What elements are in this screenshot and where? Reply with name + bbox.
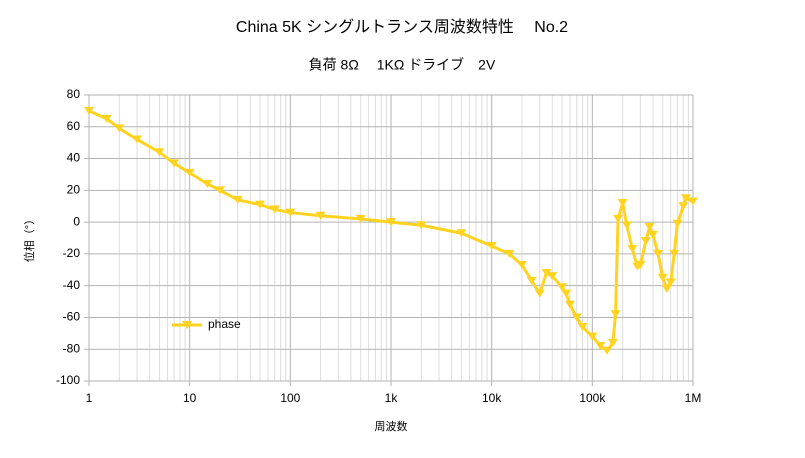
point-marker xyxy=(516,261,527,270)
point-marker xyxy=(672,219,683,228)
point-marker xyxy=(214,186,225,195)
x-tick-label: 100 xyxy=(280,391,300,405)
point-marker xyxy=(657,273,668,282)
point-marker xyxy=(504,249,515,258)
y-tick-label: 60 xyxy=(67,119,81,133)
point-marker xyxy=(557,283,568,292)
point-marker xyxy=(571,313,582,322)
point-marker xyxy=(526,276,537,285)
chart-subtitle: 負荷 8Ω 1KΩ ドライブ 2V xyxy=(309,57,496,73)
point-marker xyxy=(202,179,213,188)
legend-label: phase xyxy=(208,317,241,331)
point-marker xyxy=(602,346,613,355)
point-marker xyxy=(678,202,689,211)
x-tick-label: 1k xyxy=(385,391,399,405)
point-marker xyxy=(653,249,664,258)
point-marker xyxy=(114,124,125,133)
point-marker xyxy=(610,310,621,319)
x-tick-label: 10 xyxy=(183,391,197,405)
y-tick-label: -20 xyxy=(63,246,81,260)
point-marker xyxy=(640,237,651,246)
point-marker xyxy=(688,197,698,206)
y-tick-label: -80 xyxy=(63,341,81,355)
x-tick-label: 1 xyxy=(86,391,93,405)
point-marker xyxy=(534,289,545,298)
point-marker xyxy=(269,205,280,214)
y-tick-label: 20 xyxy=(67,183,81,197)
point-marker xyxy=(132,135,143,144)
point-marker xyxy=(184,168,195,177)
point-marker xyxy=(595,342,606,351)
point-marker xyxy=(456,229,467,238)
point-marker xyxy=(680,194,691,203)
x-tick-label: 10k xyxy=(482,391,502,405)
point-marker xyxy=(635,261,646,270)
point-marker xyxy=(232,195,243,204)
point-marker xyxy=(386,218,396,227)
y-tick-label: 0 xyxy=(73,214,80,228)
point-marker xyxy=(565,300,576,309)
point-marker xyxy=(561,289,572,298)
x-axis-label: 周波数 xyxy=(375,420,408,433)
point-marker xyxy=(665,278,676,287)
y-tick-label: -100 xyxy=(56,373,80,387)
y-tick-label: -60 xyxy=(63,310,81,324)
point-marker xyxy=(587,332,598,341)
point-marker xyxy=(627,245,638,254)
point-marker xyxy=(547,272,558,281)
point-marker xyxy=(617,199,628,208)
point-marker xyxy=(621,221,632,230)
x-tick-label: 100k xyxy=(579,391,606,405)
point-marker xyxy=(647,230,658,239)
chart-title: China 5K シングルトランス周波数特性 No.2 xyxy=(236,18,568,36)
point-marker xyxy=(613,214,624,223)
point-marker xyxy=(285,208,296,217)
y-tick-label: 40 xyxy=(67,151,81,165)
point-marker xyxy=(315,211,326,220)
legend-marker xyxy=(182,321,192,329)
point-marker xyxy=(644,222,655,231)
point-marker xyxy=(607,338,618,347)
point-marker xyxy=(416,221,427,230)
point-marker xyxy=(541,268,552,277)
point-marker xyxy=(84,106,94,115)
point-marker xyxy=(486,241,497,250)
point-marker xyxy=(661,284,672,293)
point-marker xyxy=(101,114,112,123)
point-marker xyxy=(355,214,366,223)
y-axis-label: 位相（°） xyxy=(22,214,36,262)
point-marker xyxy=(577,322,588,331)
y-tick-label: -40 xyxy=(63,278,81,292)
x-tick-label: 1M xyxy=(685,391,702,405)
point-marker xyxy=(154,148,165,157)
point-marker xyxy=(169,159,180,168)
point-marker xyxy=(255,200,266,209)
point-marker xyxy=(669,249,680,258)
y-tick-label: 80 xyxy=(67,87,81,101)
